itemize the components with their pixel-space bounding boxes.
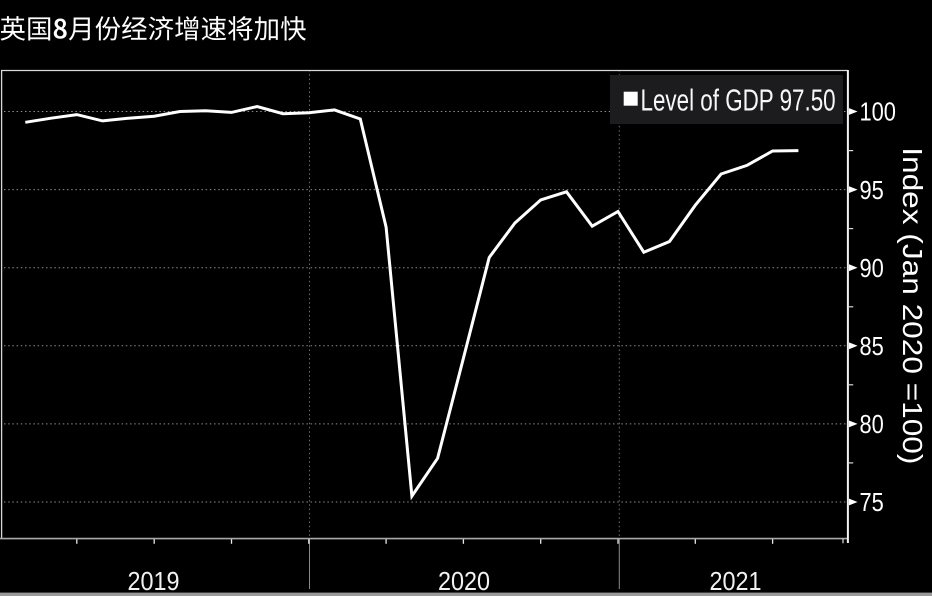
svg-text:90: 90 — [860, 254, 884, 283]
svg-text:Level of GDP 97.50: Level of GDP 97.50 — [641, 83, 836, 117]
svg-text:100: 100 — [860, 98, 896, 127]
svg-text:80: 80 — [860, 410, 884, 439]
svg-text:85: 85 — [860, 332, 884, 361]
svg-text:2021: 2021 — [709, 568, 761, 596]
svg-text:2019: 2019 — [127, 568, 179, 596]
svg-text:2020: 2020 — [438, 568, 490, 596]
svg-text:95: 95 — [860, 176, 884, 205]
svg-text:Index (Jan 2020 =100): Index (Jan 2020 =100) — [896, 147, 927, 464]
svg-text:75: 75 — [860, 488, 884, 517]
